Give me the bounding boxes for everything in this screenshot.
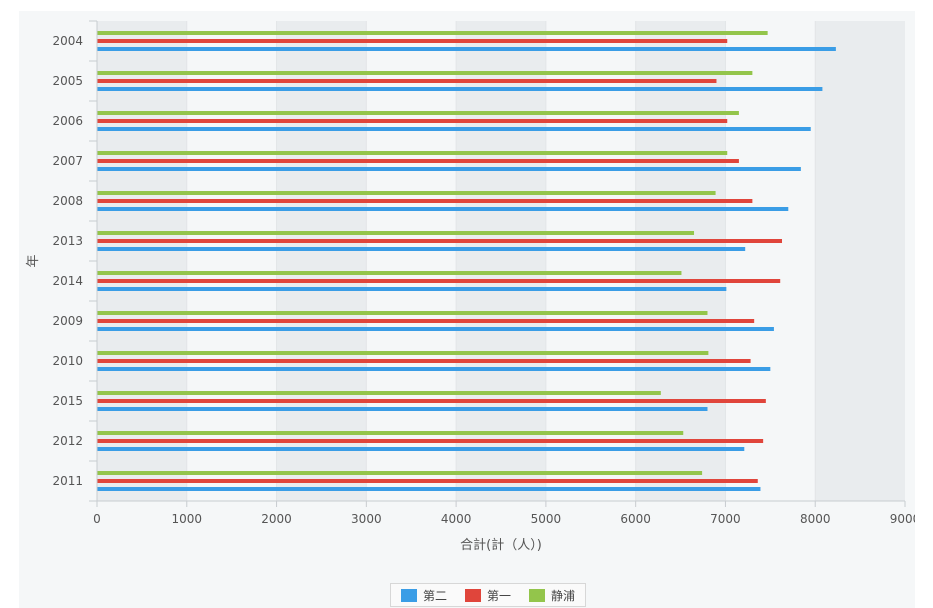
bar-第二-2010[interactable] [97,367,771,371]
bar-第一-2014[interactable] [97,279,781,283]
bar-静浦-2013[interactable] [97,231,695,235]
bar-静浦-2010[interactable] [97,351,709,355]
legend-swatch [529,588,546,602]
grid-band [456,21,546,501]
bar-chart: 2004 2005 2006 2007 2008 2013 2014 2009 2010 2015… [26,20,915,553]
x-tick-label: 4000 [441,512,472,526]
bars-layer [97,31,836,491]
y-tick-label: 2005 [52,74,83,88]
axes-layer: 2004 2005 2006 2007 2008 2013 2014 2009 2010 2015… [52,20,915,526]
bar-静浦-2007[interactable] [97,151,728,155]
legend: 第二 第一 静浦 [390,583,587,607]
legend-item-第一[interactable]: 第一 [465,587,511,604]
bar-第一-2008[interactable] [97,199,753,203]
grid-band [815,21,905,501]
x-tick-label: 2000 [261,512,292,526]
bar-第二-2005[interactable] [97,87,823,91]
grid-band [635,21,726,501]
y-tick-label: 2012 [52,434,83,448]
legend-swatch [401,588,417,602]
bar-第一-2011[interactable] [97,479,758,483]
legend-item-静浦[interactable]: 静浦 [529,587,575,604]
y-tick-label: 2010 [52,354,83,368]
y-axis-title: 年 [26,254,41,267]
legend-swatch [465,588,482,602]
y-tick-label: 2007 [52,154,83,168]
y-tick-label: 2014 [52,274,83,288]
bar-第二-2008[interactable] [97,207,789,211]
grid-band [186,21,277,501]
legend-label: 第二 [423,588,448,603]
bar-第一-2005[interactable] [97,79,717,83]
bar-第一-2004[interactable] [97,39,728,43]
x-tick-label: 5000 [531,512,562,526]
bar-第二-2009[interactable] [97,327,774,331]
bar-第一-2010[interactable] [97,359,751,363]
y-tick-label: 2004 [52,34,83,48]
x-tick-label: 9000 [890,512,915,526]
bar-静浦-2012[interactable] [97,431,684,435]
bar-第二-2012[interactable] [97,447,745,451]
y-tick-label: 2013 [52,234,83,248]
y-tick-label: 2011 [52,474,83,488]
bar-静浦-2004[interactable] [97,31,768,35]
bar-静浦-2009[interactable] [97,311,708,315]
bar-静浦-2015[interactable] [97,391,661,395]
grid-band [366,21,457,501]
x-tick-label: 8000 [800,512,831,526]
y-tick-label: 2008 [52,194,83,208]
bar-第一-2007[interactable] [97,159,739,163]
legend-item-第二[interactable]: 第二 [401,587,447,604]
bar-第一-2015[interactable] [97,399,766,403]
grid-band [97,21,187,501]
bar-第二-2014[interactable] [97,287,727,291]
bar-第二-2004[interactable] [97,47,836,51]
legend-label: 第一 [487,588,512,603]
y-tick-label: 2009 [52,314,83,328]
bar-第二-2007[interactable] [97,167,801,171]
y-tick-label: 2015 [52,394,83,408]
grid-band [545,21,636,501]
x-tick-label: 6000 [620,512,651,526]
x-tick-label: 7000 [710,512,741,526]
bar-第二-2013[interactable] [97,247,746,251]
x-axis-title: 合計(計（人）) [460,537,542,553]
x-tick-label: 0 [93,512,101,526]
bar-第一-2012[interactable] [97,439,764,443]
bar-静浦-2005[interactable] [97,71,753,75]
bar-第二-2006[interactable] [97,127,811,131]
x-tick-label: 1000 [172,512,203,526]
bar-第二-2015[interactable] [97,407,708,411]
grid-bands [96,21,905,501]
chart-panel: 2004 2005 2006 2007 2008 2013 2014 2009 2010 2015… [19,11,915,608]
bar-第一-2006[interactable] [97,119,728,123]
grid-band [725,21,816,501]
bar-静浦-2006[interactable] [97,111,739,115]
bar-静浦-2014[interactable] [97,271,682,275]
y-tick-label: 2006 [52,114,83,128]
x-tick-label: 3000 [351,512,382,526]
bar-静浦-2011[interactable] [97,471,703,475]
legend-label: 静浦 [551,588,576,603]
bar-静浦-2008[interactable] [97,191,716,195]
bar-第二-2011[interactable] [97,487,761,491]
grid-band [276,21,367,501]
bar-第一-2013[interactable] [97,239,783,243]
bar-第一-2009[interactable] [97,319,755,323]
